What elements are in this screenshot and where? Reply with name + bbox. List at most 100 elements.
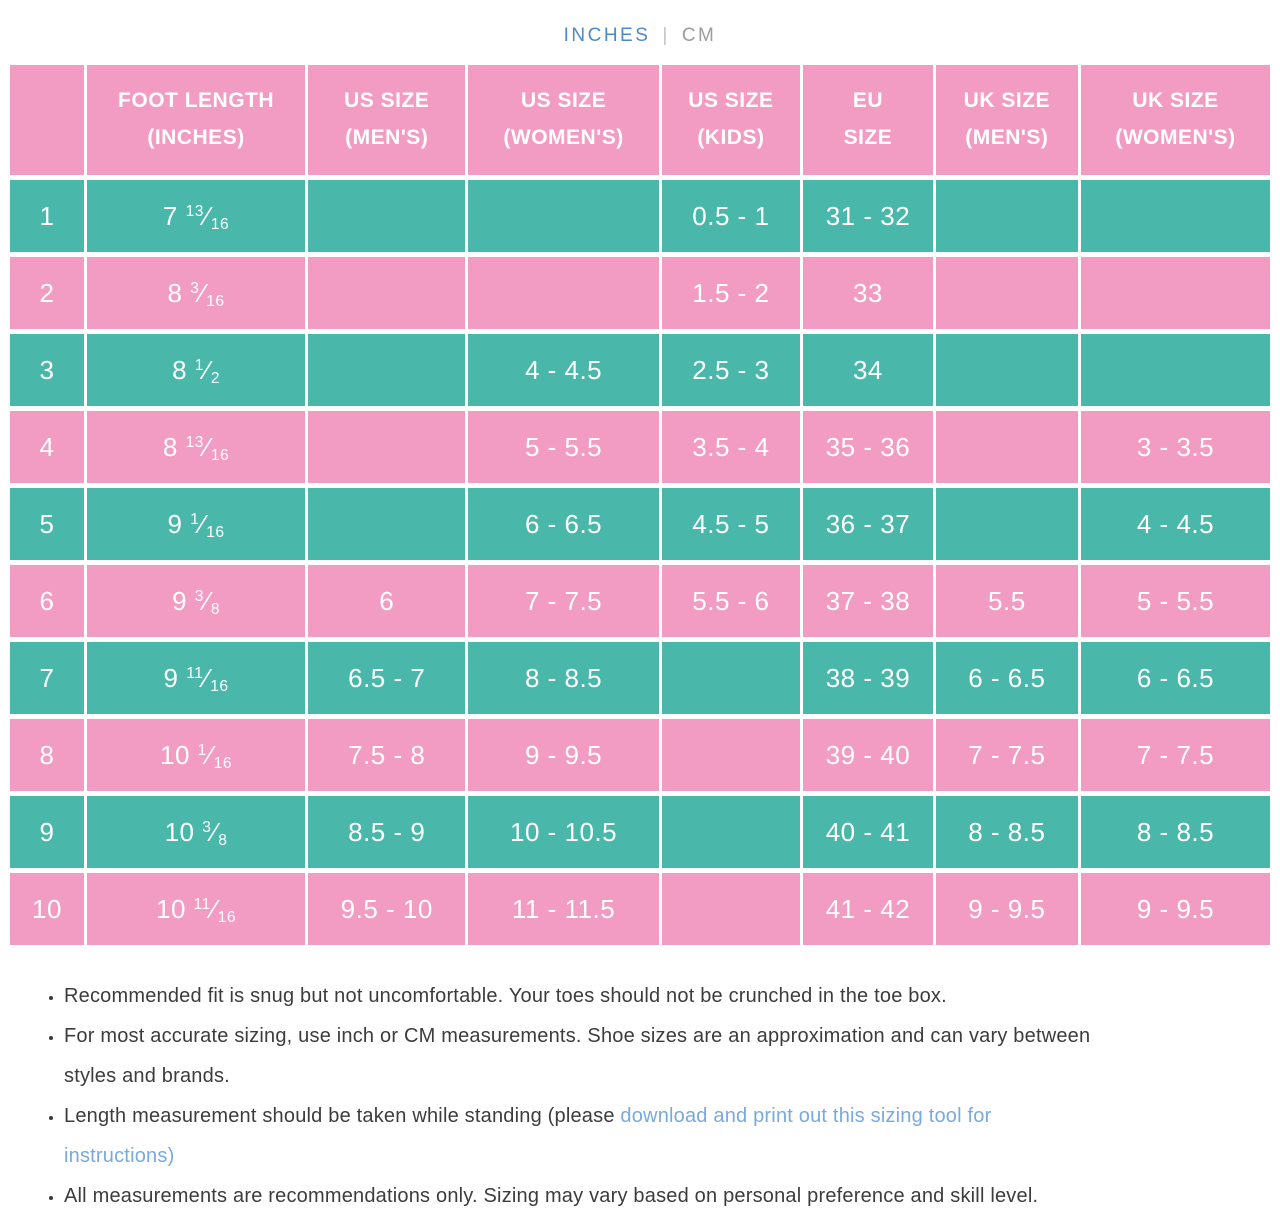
- us-size-mens-cell: [305, 406, 469, 488]
- us-size-kids-cell: [658, 791, 804, 873]
- fraction-numerator: 1: [190, 510, 200, 528]
- uk-size-mens-cell: [932, 252, 1081, 334]
- column-header-line1: US SIZE: [344, 89, 430, 113]
- us-size-mens-cell: 8.5 - 9: [305, 791, 469, 873]
- uk-size-womens-cell: 9 - 9.5: [1077, 868, 1274, 950]
- fraction-whole: 8: [162, 431, 178, 462]
- eu-size-cell: 33: [800, 252, 936, 334]
- fraction-numerator: 13: [185, 433, 204, 451]
- us-size-kids-cell: 3.5 - 4: [658, 406, 804, 488]
- uk-size-womens-cell: 7 - 7.5: [1077, 714, 1274, 796]
- unit-toggle-inches[interactable]: INCHES: [563, 25, 651, 46]
- foot-length-cell: 9 11⁄16: [84, 637, 309, 719]
- uk-size-mens-cell: 5.5: [932, 560, 1081, 642]
- us-size-kids-cell: [658, 868, 804, 950]
- fraction-denominator: 16: [217, 908, 237, 926]
- column-header-line2: (INCHES): [147, 126, 245, 149]
- column-header-row-number: [6, 60, 88, 180]
- column-header-line2: (WOMEN'S): [503, 126, 624, 149]
- eu-size-cell: 38 - 39: [800, 637, 936, 719]
- fraction-slash: ⁄: [200, 508, 206, 539]
- us-size-womens-cell: 6 - 6.5: [465, 483, 662, 565]
- us-size-womens-cell: 8 - 8.5: [465, 637, 662, 719]
- foot-length-cell: 8 1⁄2: [84, 329, 309, 411]
- row-number: 6: [6, 560, 88, 642]
- uk-size-womens-cell: 3 - 3.5: [1077, 406, 1274, 488]
- us-size-mens-cell: 6: [305, 560, 469, 642]
- row-number: 7: [6, 637, 88, 719]
- fraction-numerator: 1: [197, 741, 207, 759]
- fraction-slash: ⁄: [211, 893, 217, 924]
- note-item: For most accurate sizing, use inch or CM…: [64, 1016, 1094, 1096]
- unit-toggle: INCHES | CM: [0, 0, 1280, 60]
- row-number: 8: [6, 714, 88, 796]
- fraction-whole: 10: [156, 893, 186, 924]
- uk-size-mens-cell: 9 - 9.5: [932, 868, 1081, 950]
- column-header-line1: US SIZE: [520, 89, 607, 113]
- us-size-kids-cell: 4.5 - 5: [658, 483, 804, 565]
- note-text: Recommended fit is snug but not uncomfor…: [64, 985, 947, 1007]
- row-number: 1: [6, 175, 88, 257]
- uk-size-mens-cell: 7 - 7.5: [932, 714, 1081, 796]
- us-size-womens-cell: [465, 252, 662, 334]
- fraction-slash: ⁄: [207, 739, 213, 770]
- fraction-denominator: 16: [210, 446, 230, 464]
- row-number: 10: [6, 868, 88, 950]
- fraction-whole: 8: [167, 277, 183, 308]
- row-number: 2: [6, 252, 88, 334]
- foot-length-cell: 10 3⁄8: [84, 791, 309, 873]
- row-number: 9: [6, 791, 88, 873]
- column-header-line2: (MEN'S): [345, 126, 429, 149]
- us-size-mens-cell: 9.5 - 10: [305, 868, 469, 950]
- uk-size-womens-cell: [1077, 329, 1274, 411]
- us-size-womens-cell: 7 - 7.5: [465, 560, 662, 642]
- fraction-whole: 9: [163, 662, 179, 693]
- foot-length-cell: 10 1⁄16: [84, 714, 309, 796]
- eu-size-cell: 37 - 38: [800, 560, 936, 642]
- column-header-line1: UK SIZE: [1132, 89, 1219, 113]
- size-table: FOOT LENGTH (INCHES) US SIZE (MEN'S) US SIZE…: [6, 60, 1274, 950]
- us-size-kids-cell: [658, 714, 804, 796]
- note-text-before: Length measurement should be taken while…: [64, 1105, 621, 1127]
- note-item: Recommended fit is snug but not uncomfor…: [64, 976, 1094, 1016]
- us-size-mens-cell: [305, 483, 469, 565]
- fraction-slash: ⁄: [204, 354, 210, 385]
- uk-size-womens-cell: [1077, 252, 1274, 334]
- fraction-numerator: 3: [194, 587, 204, 605]
- foot-length-cell: 8 3⁄16: [84, 252, 309, 334]
- sizing-tool-link[interactable]: download and print out this sizing tool …: [64, 1105, 992, 1167]
- fraction-numerator: 3: [190, 279, 200, 297]
- foot-length-cell: 9 1⁄16: [84, 483, 309, 565]
- column-header-uk-size-womens: UK SIZE (WOMEN'S): [1077, 60, 1274, 180]
- us-size-womens-cell: 9 - 9.5: [465, 714, 662, 796]
- fraction-whole: 10: [160, 739, 190, 770]
- note-item: Length measurement should be taken while…: [64, 1096, 1094, 1176]
- fraction-numerator: 11: [193, 895, 211, 913]
- note-text-after: ): [167, 1145, 175, 1167]
- us-size-mens-cell: [305, 329, 469, 411]
- row-number: 5: [6, 483, 88, 565]
- fraction-slash: ⁄: [204, 200, 210, 231]
- column-header-line2: (MEN'S): [965, 126, 1049, 149]
- fraction-slash: ⁄: [200, 277, 206, 308]
- foot-length-cell: 10 11⁄16: [84, 868, 309, 950]
- us-size-kids-cell: [658, 637, 804, 719]
- table-row: 9 10 3⁄8 8.5 - 9 10 - 10.5 40 - 41 8 - 8.5 8 -…: [6, 791, 1274, 873]
- column-header-uk-size-mens: UK SIZE (MEN'S): [932, 60, 1081, 180]
- foot-length-cell: 7 13⁄16: [84, 175, 309, 257]
- foot-length-cell: 9 3⁄8: [84, 560, 309, 642]
- fraction-denominator: 16: [210, 215, 230, 233]
- column-header-line1: US SIZE: [688, 89, 774, 113]
- row-number: 3: [6, 329, 88, 411]
- uk-size-mens-cell: [932, 483, 1081, 565]
- note-item: All measurements are recommendations onl…: [64, 1176, 1094, 1216]
- unit-toggle-cm[interactable]: CM: [681, 25, 717, 46]
- uk-size-womens-cell: 5 - 5.5: [1077, 560, 1274, 642]
- column-header-line1: EU: [852, 89, 884, 113]
- fraction-denominator: 16: [213, 754, 233, 772]
